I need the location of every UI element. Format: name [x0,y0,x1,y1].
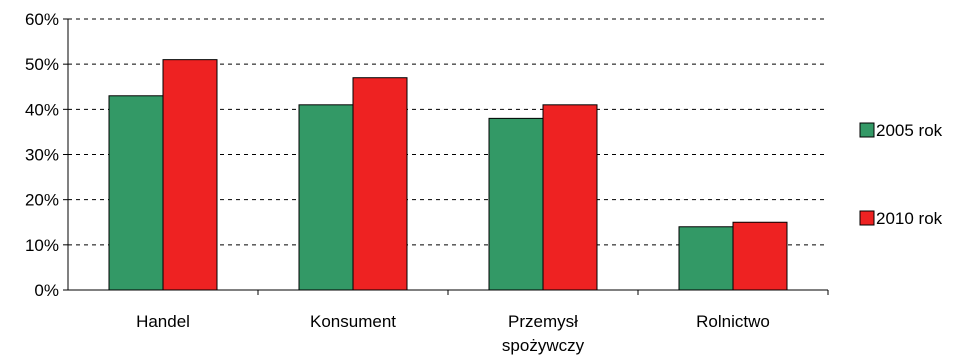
x-tick-labels: Handel Konsument Przemysł spożywczy Rolnictw… [136,312,770,355]
bar [678,226,734,291]
legend-label: 2005 rok [876,121,943,140]
x-tick-label: Konsument [310,312,396,331]
y-tick-label: 0% [34,281,59,300]
y-tick-label: 40% [25,100,59,119]
bar [108,95,164,291]
y-tick-label: 10% [25,236,59,255]
y-tick-label: 50% [25,55,59,74]
bar [542,104,598,291]
x-tick-label: Przemysł [508,312,578,331]
legend-swatch [859,122,875,138]
bars [108,59,788,291]
y-tick-label: 20% [25,191,59,210]
bar [298,104,354,291]
x-tick-label: spożywczy [502,336,585,355]
legend: 2005 rok 2010 rok [859,121,943,228]
x-tick-label: Handel [136,312,190,331]
axes [63,18,829,295]
y-tick-label: 60% [25,10,59,29]
legend-label: 2010 rok [876,209,943,228]
x-tick-label: Rolnictwo [696,312,770,331]
y-tick-label: 30% [25,146,59,165]
bar [732,221,788,291]
legend-swatch [859,210,875,226]
bar [488,117,544,291]
bar [352,77,408,291]
y-tick-labels: 0% 10% 20% 30% 40% 50% 60% [25,10,59,300]
bar [162,59,218,291]
